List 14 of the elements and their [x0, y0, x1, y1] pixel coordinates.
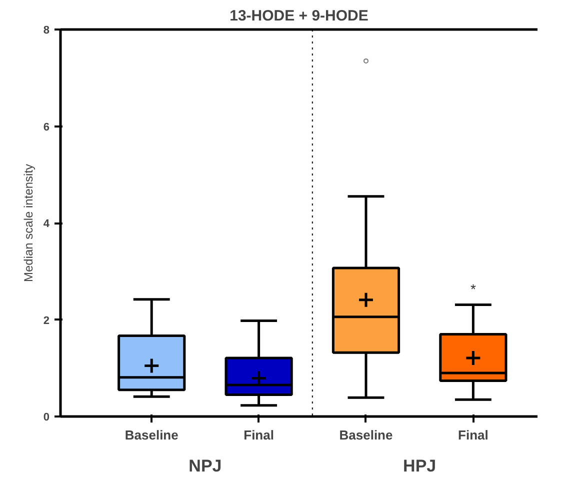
y-tick-label: 6 [43, 121, 50, 134]
y-tick-label: 0 [43, 412, 50, 424]
y-axis-title: Median scale intensity [21, 164, 36, 282]
chart-title: 13-HODE + 9-HODE [230, 8, 368, 24]
y-tick-label: 8 [43, 24, 50, 36]
y-tick-label: 4 [43, 218, 50, 230]
annotation: * [470, 280, 476, 297]
x-tick-label: Baseline [339, 428, 393, 442]
y-tick-label: 2 [43, 314, 50, 327]
x-tick-label: Final [458, 428, 488, 442]
x-tick-label: Final [244, 428, 274, 442]
text: HPJ [403, 456, 436, 476]
x-tick-label: Baseline [124, 428, 178, 442]
text: NPJ [188, 456, 222, 476]
